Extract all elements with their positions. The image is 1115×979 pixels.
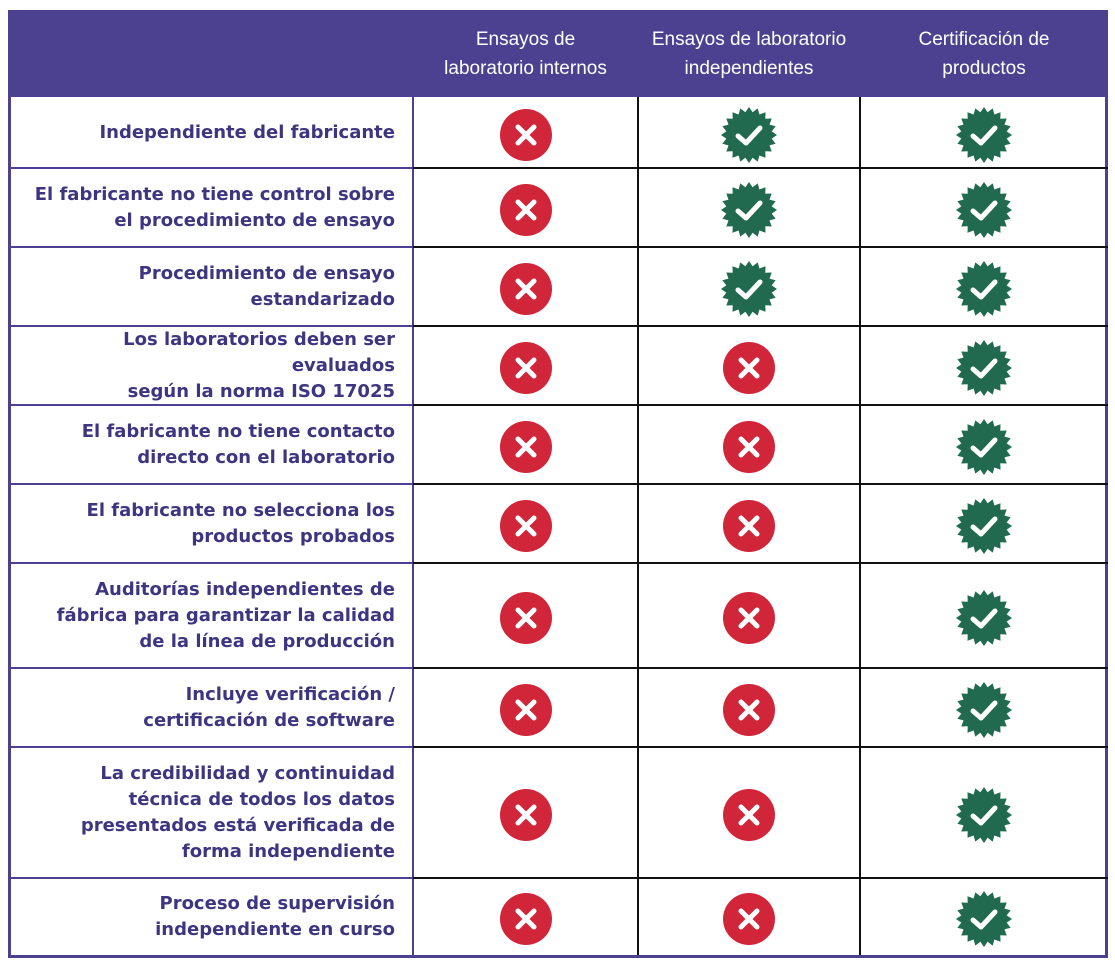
row-divider	[8, 746, 413, 748]
check-badge	[956, 681, 1012, 738]
row-divider	[413, 746, 1108, 748]
row-divider	[413, 246, 1108, 248]
check-badge	[956, 260, 1012, 317]
cross-icon	[723, 499, 775, 552]
label-text: Independiente del fabricante	[99, 121, 395, 143]
cross-icon	[723, 341, 775, 394]
cross-icon	[723, 591, 775, 644]
table-border	[8, 97, 1108, 958]
row-label: Los laboratorios deben ser evaluados segú…	[14, 326, 395, 405]
check-badge	[721, 260, 777, 317]
header-text: Certificación de	[918, 28, 1050, 50]
label-text: independiente en curso	[155, 918, 395, 940]
row-label: El fabricante no tiene contacto directo c…	[14, 405, 395, 484]
row-label: Auditorías independientes de fábrica para…	[14, 563, 395, 668]
label-text: productos probados	[191, 525, 395, 547]
row-divider	[413, 167, 1108, 169]
label-text: El fabricante no tiene control sobre	[34, 183, 395, 205]
row-divider	[8, 404, 413, 406]
header-cell: Ensayos de laboratorio independientes	[638, 10, 860, 97]
check-badge	[956, 890, 1012, 947]
cross-icon	[499, 683, 552, 736]
column-divider	[859, 97, 861, 955]
header-cell: Ensayos de laboratorio internos	[413, 10, 638, 97]
row-divider	[413, 404, 1108, 406]
cross-icon	[499, 341, 552, 394]
label-text: según la norma ISO 17025	[127, 380, 395, 402]
cross-icon	[723, 420, 775, 473]
cross-icon	[723, 892, 775, 945]
cross-icon	[499, 591, 552, 644]
row-divider	[8, 877, 413, 879]
label-text: certificación de software	[143, 709, 395, 731]
cross-icon	[723, 788, 775, 841]
row-divider	[413, 877, 1108, 879]
label-text: El fabricante no tiene contacto	[81, 420, 395, 442]
label-text: directo con el laboratorio	[137, 446, 395, 468]
label-text: Auditorías independientes de	[95, 578, 395, 600]
label-text: de la línea de producción	[139, 630, 395, 652]
row-label: Incluye verificación / certificación de s…	[14, 668, 395, 747]
cross-icon	[499, 420, 552, 473]
column-divider	[637, 97, 639, 955]
label-text: Procedimiento de ensayo	[138, 262, 395, 284]
label-text: estandarizado	[250, 288, 395, 310]
label-text: presentados está verificada de	[80, 814, 395, 836]
label-text: El fabricante no selecciona los	[86, 499, 395, 521]
label-text: Proceso de supervisión	[159, 892, 396, 914]
label-text: el procedimiento de ensayo	[114, 209, 395, 231]
header-cell: Certificación de productos	[860, 10, 1108, 97]
label-text: Incluye verificación /	[185, 683, 395, 705]
row-divider	[413, 562, 1108, 564]
cross-icon	[499, 108, 552, 161]
check-badge	[956, 418, 1012, 475]
row-divider	[413, 483, 1108, 485]
check-badge	[721, 106, 777, 163]
cross-icon	[499, 183, 552, 236]
label-text: Los laboratorios deben ser evaluados	[123, 328, 395, 376]
row-divider	[8, 562, 413, 564]
check-badge	[956, 181, 1012, 238]
header-text: productos	[942, 57, 1026, 79]
row-divider	[8, 325, 413, 327]
cross-icon	[499, 788, 552, 841]
row-divider	[8, 483, 413, 485]
header-text: Ensayos de laboratorio	[651, 28, 847, 50]
row-divider	[8, 246, 413, 248]
row-label: Proceso de supervisión independiente en c…	[14, 878, 395, 955]
column-divider	[412, 97, 414, 955]
cross-icon	[499, 499, 552, 552]
header-text: Ensayos de	[475, 28, 576, 50]
cross-icon	[723, 683, 775, 736]
check-badge	[956, 497, 1012, 554]
check-badge	[956, 589, 1012, 646]
row-divider	[8, 167, 413, 169]
cross-icon	[499, 892, 552, 945]
row-divider	[413, 667, 1108, 669]
row-label: Independiente del fabricante	[14, 97, 395, 168]
row-label: La credibilidad y continuidad técnica de …	[14, 747, 395, 878]
header-text: laboratorio internos	[444, 57, 607, 79]
row-label: Procedimiento de ensayo estandarizado	[14, 247, 395, 326]
check-badge	[956, 339, 1012, 396]
label-text: técnica de todos los datos	[128, 788, 395, 810]
header-bar	[8, 10, 1108, 97]
check-badge	[956, 786, 1012, 843]
label-text: forma independiente	[181, 840, 395, 862]
label-text: fábrica para garantizar la calidad	[56, 604, 395, 626]
row-label: El fabricante no tiene control sobre el p…	[14, 168, 395, 247]
check-badge	[721, 181, 777, 238]
label-text: La credibilidad y continuidad	[100, 762, 395, 784]
cross-icon	[499, 262, 552, 315]
row-divider	[413, 325, 1108, 327]
row-divider	[8, 667, 413, 669]
row-label: El fabricante no selecciona los productos…	[14, 484, 395, 563]
check-badge	[956, 106, 1012, 163]
header-text: independientes	[684, 57, 814, 79]
